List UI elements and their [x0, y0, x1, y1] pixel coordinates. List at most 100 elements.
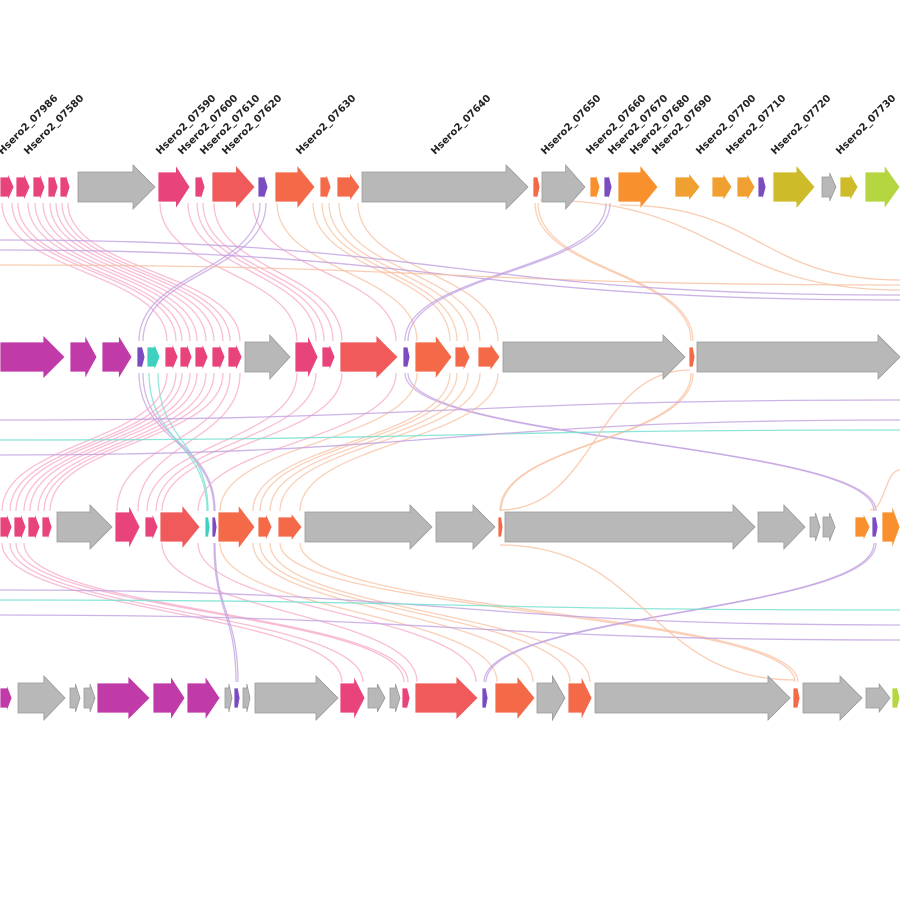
gene-arrow[interactable]: [83, 683, 96, 713]
gene-arrow[interactable]: [821, 172, 837, 202]
gene-arrow[interactable]: [179, 342, 193, 372]
gene-arrow[interactable]: [319, 172, 332, 202]
gene-arrow[interactable]: [257, 512, 273, 542]
gene-arrow[interactable]: [13, 512, 27, 542]
gene-arrow[interactable]: [594, 675, 791, 721]
gene-arrow[interactable]: [414, 333, 453, 381]
gene-arrow[interactable]: [532, 172, 541, 202]
gene-arrow[interactable]: [244, 333, 291, 381]
gene-arrow[interactable]: [114, 504, 141, 550]
gene-arrow[interactable]: [17, 675, 66, 721]
gene-arrow[interactable]: [194, 342, 209, 372]
gene-arrow[interactable]: [822, 512, 836, 542]
gene-arrow[interactable]: [871, 512, 879, 542]
gene-arrow[interactable]: [339, 675, 366, 721]
gene-arrow[interactable]: [367, 683, 386, 713]
gene-arrow[interactable]: [792, 683, 801, 713]
gene-arrow[interactable]: [164, 342, 179, 372]
gene-arrow[interactable]: [494, 674, 536, 722]
gene-arrow[interactable]: [217, 503, 256, 551]
gene-arrow[interactable]: [435, 504, 496, 550]
gene-arrow[interactable]: [96, 675, 151, 721]
gene-arrow[interactable]: [224, 683, 233, 713]
gene-arrow[interactable]: [321, 342, 336, 372]
gene-arrow[interactable]: [361, 164, 529, 210]
gene-arrow[interactable]: [15, 172, 31, 202]
gene-arrow[interactable]: [257, 172, 269, 202]
gene-arrow[interactable]: [736, 171, 756, 203]
gene-arrow[interactable]: [414, 675, 479, 721]
gene-arrow[interactable]: [336, 171, 361, 203]
gene-arrow[interactable]: [211, 163, 256, 211]
gene-arrow[interactable]: [401, 683, 411, 713]
gene-arrow[interactable]: [696, 334, 900, 380]
gene-arrow[interactable]: [865, 682, 891, 714]
gene-arrow[interactable]: [304, 504, 433, 550]
gene-arrow[interactable]: [617, 163, 659, 211]
gene-arrow[interactable]: [504, 504, 756, 550]
gene-arrow[interactable]: [0, 512, 13, 542]
gene-arrow[interactable]: [536, 674, 566, 722]
gene-arrow[interactable]: [389, 683, 401, 713]
gene-arrow[interactable]: [502, 334, 686, 380]
gene-arrow[interactable]: [211, 512, 218, 542]
gene-arrow[interactable]: [56, 504, 113, 550]
gene-arrow[interactable]: [294, 334, 319, 380]
gene-label: Hsero2_07640: [429, 93, 493, 157]
gene-arrow[interactable]: [497, 512, 504, 542]
gene-arrow[interactable]: [274, 163, 316, 211]
gene-arrow[interactable]: [711, 171, 733, 203]
gene-arrow[interactable]: [227, 342, 243, 372]
gene-arrow[interactable]: [0, 683, 13, 713]
gene-arrow[interactable]: [159, 503, 201, 551]
gene-arrow[interactable]: [864, 163, 900, 211]
gene-arrow[interactable]: [541, 163, 586, 211]
gene-arrow[interactable]: [27, 512, 41, 542]
gene-arrow[interactable]: [481, 683, 489, 713]
gene-arrow[interactable]: [477, 341, 501, 373]
gene-arrow[interactable]: [0, 172, 15, 202]
gene-arrow[interactable]: [674, 171, 701, 203]
gene-arrow[interactable]: [242, 683, 251, 713]
gene-arrow[interactable]: [757, 172, 767, 202]
gene-arrow[interactable]: [757, 504, 806, 550]
homology-link: [259, 372, 458, 512]
gene-tracks: [0, 163, 900, 722]
gene-arrow[interactable]: [254, 675, 339, 721]
gene-arrow[interactable]: [69, 334, 98, 380]
gene-arrow[interactable]: [152, 674, 186, 722]
gene-arrow[interactable]: [589, 172, 601, 202]
gene-arrow[interactable]: [186, 674, 221, 722]
gene-arrow[interactable]: [77, 164, 156, 210]
gene-arrow[interactable]: [772, 163, 816, 211]
gene-arrow[interactable]: [891, 683, 900, 713]
gene-arrow[interactable]: [41, 512, 53, 542]
gene-arrow[interactable]: [0, 334, 66, 380]
gene-arrow[interactable]: [454, 342, 471, 372]
gene-arrow[interactable]: [854, 512, 871, 542]
gene-arrow[interactable]: [839, 171, 859, 203]
gene-arrow[interactable]: [32, 172, 46, 202]
gene-arrow[interactable]: [157, 163, 191, 211]
gene-arrow[interactable]: [567, 675, 593, 721]
gene-arrow[interactable]: [402, 342, 411, 372]
gene-arrow[interactable]: [69, 683, 81, 713]
gene-arrow[interactable]: [101, 333, 133, 381]
gene-arrow[interactable]: [277, 511, 303, 543]
gene-arrow[interactable]: [136, 342, 146, 372]
gene-arrow[interactable]: [204, 512, 211, 542]
gene-arrow[interactable]: [339, 334, 399, 380]
gene-arrow[interactable]: [603, 172, 613, 202]
gene-arrow[interactable]: [809, 512, 821, 542]
gene-arrow[interactable]: [146, 342, 161, 372]
gene-arrow[interactable]: [233, 683, 241, 713]
gene-arrow[interactable]: [802, 675, 863, 721]
gene-arrow[interactable]: [59, 172, 71, 202]
gene-arrow[interactable]: [688, 342, 696, 372]
homology-link: [279, 372, 481, 512]
gene-arrow[interactable]: [144, 512, 159, 542]
gene-arrow[interactable]: [881, 504, 900, 550]
gene-arrow[interactable]: [211, 342, 226, 372]
gene-arrow[interactable]: [194, 172, 206, 202]
gene-arrow[interactable]: [47, 172, 59, 202]
